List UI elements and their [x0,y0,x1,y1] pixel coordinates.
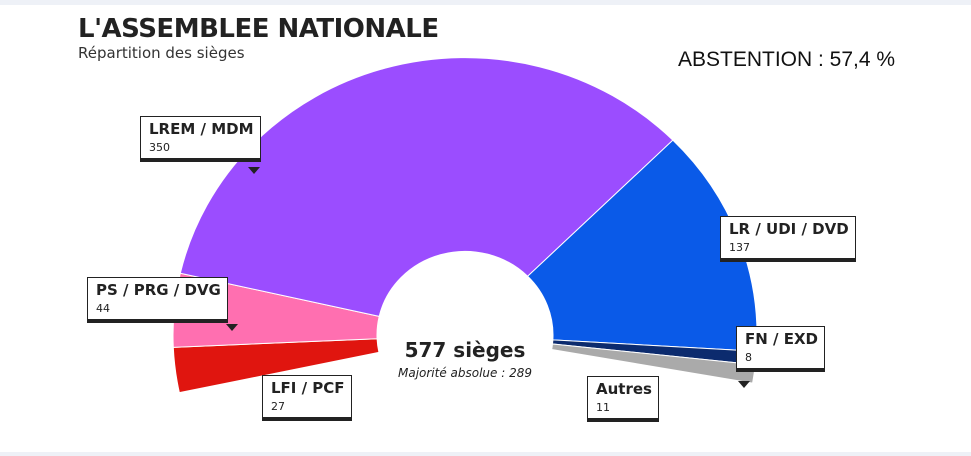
slice-value: 27 [271,400,285,413]
label-fn-exd: FN / EXD 8 [736,326,825,372]
slice-name: LREM / MDM [149,120,254,138]
slice-value: 11 [596,401,610,414]
slice-value: 44 [96,302,110,315]
slice-name: PS / PRG / DVG [96,281,221,299]
slice-name: LFI / PCF [271,379,345,397]
label-autres: Autres 11 [587,376,659,422]
label-lrem-mdm: LREM / MDM 350 [140,116,261,162]
chart-title: L'ASSEMBLEE NATIONALE [78,14,439,44]
slice-value: 350 [149,141,170,154]
pointer [738,381,750,388]
abstention-label: ABSTENTION : 57,4 % [678,48,896,71]
center-hole [377,251,553,419]
total-seats-label: 577 sièges [404,338,526,362]
slice-value: 137 [729,241,750,254]
chart-subtitle: Répartition des sièges [78,44,245,62]
slice-name: LR / UDI / DVD [729,220,849,238]
label-ps-prg-dvg: PS / PRG / DVG 44 [87,277,228,323]
label-lfi-pcf: LFI / PCF 27 [262,375,352,421]
slice-value: 8 [745,351,752,364]
label-lr-udi-dvd: LR / UDI / DVD 137 [720,216,856,262]
top-bar [0,0,971,5]
majority-label: Majorité absolue : 289 [397,366,532,380]
slice-name: Autres [596,380,652,398]
bottom-bar [0,452,971,456]
pointer [248,167,260,174]
pointer [226,324,238,331]
slice-name: FN / EXD [745,330,818,348]
